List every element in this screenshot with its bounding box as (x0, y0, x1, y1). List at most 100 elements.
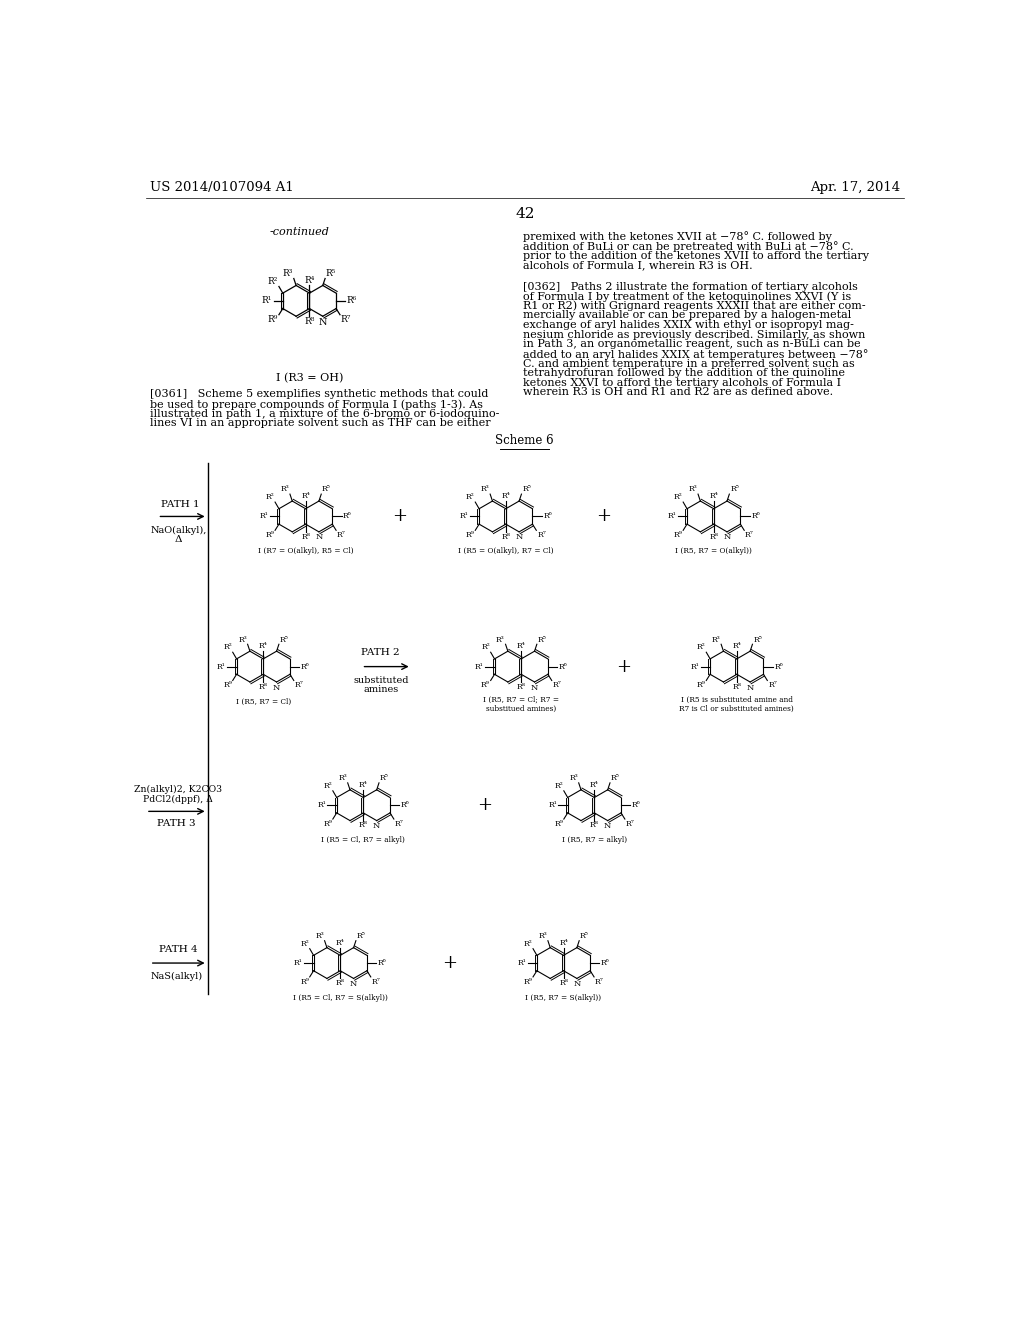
Text: PATH 1: PATH 1 (162, 500, 200, 508)
Text: R1 or R2) with Grignard reagents XXXII that are either com-: R1 or R2) with Grignard reagents XXXII t… (523, 301, 866, 312)
Text: R⁵: R⁵ (280, 635, 289, 644)
Text: illustrated in path 1, a mixture of the 6-bromo or 6-iodoquino-: illustrated in path 1, a mixture of the … (150, 409, 499, 418)
Text: I (R5 = Cl, R7 = S(alkyl)): I (R5 = Cl, R7 = S(alkyl)) (293, 994, 388, 1002)
Text: substituted: substituted (353, 676, 409, 685)
Text: N: N (746, 684, 754, 692)
Text: R⁹: R⁹ (466, 531, 474, 539)
Text: R⁸: R⁸ (336, 979, 345, 987)
Text: R¹: R¹ (517, 960, 526, 968)
Text: mercially available or can be prepared by a halogen-metal: mercially available or can be prepared b… (523, 310, 852, 321)
Text: +: + (615, 657, 631, 676)
Text: R⁹: R⁹ (523, 978, 532, 986)
Text: amines: amines (364, 685, 398, 694)
Text: R⁵: R⁵ (356, 932, 366, 940)
Text: Scheme 6: Scheme 6 (496, 434, 554, 447)
Text: -continued: -continued (270, 227, 330, 236)
Text: R⁴: R⁴ (517, 643, 525, 651)
Text: R⁴: R⁴ (301, 492, 310, 500)
Text: R⁴: R⁴ (590, 781, 599, 789)
Text: N: N (315, 533, 323, 541)
Text: R³: R³ (688, 486, 697, 494)
Text: I (R3 = OH): I (R3 = OH) (275, 372, 343, 383)
Text: R³: R³ (496, 635, 505, 644)
Text: R⁹: R⁹ (696, 681, 706, 689)
Text: R⁴: R⁴ (304, 276, 314, 285)
Text: US 2014/0107094 A1: US 2014/0107094 A1 (150, 181, 294, 194)
Text: R⁵: R⁵ (326, 269, 336, 277)
Text: R⁹: R⁹ (300, 978, 309, 986)
Text: R⁸: R⁸ (502, 533, 510, 541)
Text: R⁸: R⁸ (517, 682, 525, 690)
Text: R⁶: R⁶ (632, 801, 641, 809)
Text: I (R5 = Cl, R7 = alkyl): I (R5 = Cl, R7 = alkyl) (322, 836, 406, 843)
Text: R⁴: R⁴ (259, 643, 267, 651)
Text: PATH 3: PATH 3 (158, 818, 196, 828)
Text: R⁷: R⁷ (538, 531, 546, 539)
Text: ketones XXVI to afford the tertiary alcohols of Formula I: ketones XXVI to afford the tertiary alco… (523, 378, 842, 388)
Text: N: N (530, 684, 539, 692)
Text: R¹: R¹ (460, 512, 468, 520)
Text: R¹: R¹ (690, 663, 699, 671)
Text: R³: R³ (539, 932, 547, 940)
Text: R⁷: R⁷ (372, 978, 380, 986)
Text: tetrahydrofuran followed by the addition of the quinoline: tetrahydrofuran followed by the addition… (523, 368, 845, 379)
Text: R⁷: R⁷ (341, 315, 351, 325)
Text: R⁷: R⁷ (553, 681, 561, 689)
Text: Zn(alkyl)2, K2CO3: Zn(alkyl)2, K2CO3 (134, 785, 222, 795)
Text: R²: R² (466, 494, 474, 502)
Text: R⁵: R⁵ (538, 635, 547, 644)
Text: R⁸: R⁸ (559, 979, 568, 987)
Text: premixed with the ketones XVII at −78° C. followed by: premixed with the ketones XVII at −78° C… (523, 231, 833, 243)
Text: R⁸: R⁸ (710, 533, 718, 541)
Text: PdCl2(dppf), Δ: PdCl2(dppf), Δ (143, 795, 213, 804)
Text: I (R5 is substituted amine and: I (R5 is substituted amine and (681, 696, 793, 704)
Text: I (R5, R7 = O(alkyl)): I (R5, R7 = O(alkyl)) (675, 548, 753, 556)
Text: R⁸: R⁸ (732, 682, 741, 690)
Text: R²: R² (265, 494, 274, 502)
Text: alcohols of Formula I, wherein R3 is OH.: alcohols of Formula I, wherein R3 is OH. (523, 260, 753, 271)
Text: R¹: R¹ (317, 801, 326, 809)
Text: Apr. 17, 2014: Apr. 17, 2014 (810, 181, 900, 194)
Text: added to an aryl halides XXIX at temperatures between −78°: added to an aryl halides XXIX at tempera… (523, 348, 868, 360)
Text: I (R5, R7 = Cl; R7 =: I (R5, R7 = Cl; R7 = (483, 696, 559, 704)
Text: R¹: R¹ (217, 663, 226, 671)
Text: R⁹: R⁹ (265, 531, 274, 539)
Text: I (R7 = O(alkyl), R5 = Cl): I (R7 = O(alkyl), R5 = Cl) (258, 548, 353, 556)
Text: NaO(alkyl),: NaO(alkyl), (151, 525, 207, 535)
Text: R7 is Cl or substituted amines): R7 is Cl or substituted amines) (679, 705, 795, 713)
Text: R³: R³ (283, 269, 293, 277)
Text: R⁷: R⁷ (768, 681, 777, 689)
Text: I (R5, R7 = alkyl): I (R5, R7 = alkyl) (562, 836, 627, 843)
Text: +: + (597, 507, 611, 525)
Text: R²: R² (223, 643, 232, 652)
Text: Δ: Δ (174, 535, 182, 544)
Text: N: N (604, 822, 611, 830)
Text: R⁶: R⁶ (601, 960, 609, 968)
Text: R²: R² (481, 643, 489, 652)
Text: R⁷: R⁷ (595, 978, 603, 986)
Text: R²: R² (674, 494, 682, 502)
Text: R⁵: R⁵ (610, 774, 620, 781)
Text: [0361]   Scheme 5 exemplifies synthetic methods that could: [0361] Scheme 5 exemplifies synthetic me… (150, 389, 488, 400)
Text: R⁶: R⁶ (544, 512, 552, 520)
Text: R¹: R¹ (548, 801, 557, 809)
Text: PATH 4: PATH 4 (159, 945, 198, 954)
Text: +: + (392, 507, 408, 525)
Text: R²: R² (554, 781, 563, 791)
Text: R³: R³ (569, 774, 578, 781)
Text: R²: R² (300, 940, 309, 948)
Text: R⁶: R⁶ (301, 663, 309, 671)
Text: N: N (350, 979, 357, 987)
Text: nesium chloride as previously described. Similarly, as shown: nesium chloride as previously described.… (523, 330, 865, 339)
Text: R⁴: R⁴ (336, 939, 345, 946)
Text: R¹: R¹ (294, 960, 303, 968)
Text: R⁹: R⁹ (554, 820, 563, 828)
Text: R⁴: R⁴ (559, 939, 568, 946)
Text: [0362]   Paths 2 illustrate the formation of tertiary alcohols: [0362] Paths 2 illustrate the formation … (523, 281, 858, 292)
Text: R⁹: R⁹ (223, 681, 232, 689)
Text: R²: R² (268, 277, 279, 285)
Text: NaS(alkyl): NaS(alkyl) (151, 973, 203, 981)
Text: exchange of aryl halides XXIX with ethyl or isopropyl mag-: exchange of aryl halides XXIX with ethyl… (523, 321, 854, 330)
Text: R⁵: R⁵ (754, 635, 762, 644)
Text: R³: R³ (281, 486, 289, 494)
